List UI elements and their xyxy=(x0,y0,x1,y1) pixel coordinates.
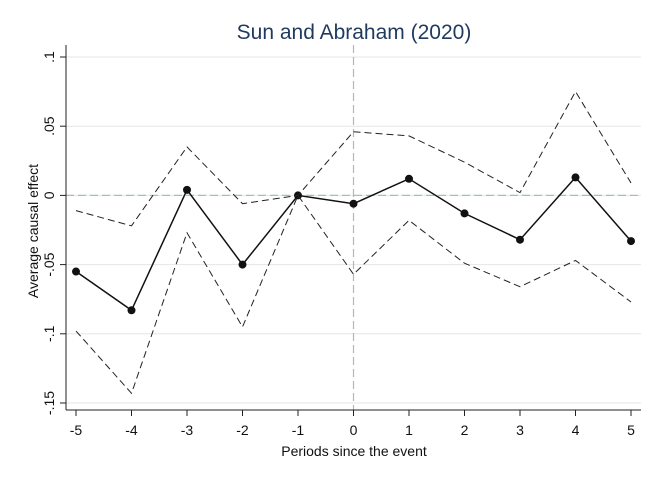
y-tick-label: .05 xyxy=(41,116,57,136)
x-tick-label: 0 xyxy=(350,422,358,438)
y-tick-label: -.1 xyxy=(41,325,57,342)
estimate-point xyxy=(238,260,247,269)
x-tick-label: 4 xyxy=(572,422,580,438)
x-tick-label: 1 xyxy=(405,422,413,438)
y-tick-label: -.05 xyxy=(41,252,57,276)
estimate-point xyxy=(571,173,580,182)
x-tick-label: -1 xyxy=(292,422,305,438)
x-tick-label: -4 xyxy=(125,422,138,438)
estimate-point xyxy=(627,237,635,246)
y-tick-label: 0 xyxy=(41,191,57,199)
estimate-point xyxy=(183,185,191,194)
estimate-point xyxy=(460,209,469,218)
lower-ci-line xyxy=(75,194,632,395)
x-tick-label: 5 xyxy=(627,422,635,438)
axes: .1 .05 0 -.05 -.1 -.15 -5 -4 -3 -2 -1 0 1 2 3 4 5 xyxy=(41,45,641,438)
x-tick-label: 3 xyxy=(516,422,524,438)
estimate-point xyxy=(127,306,136,315)
x-tick-label: -2 xyxy=(236,422,249,438)
estimate-point xyxy=(405,174,413,183)
upper-ci-line xyxy=(75,90,632,227)
estimate-point xyxy=(516,235,524,244)
reference-lines xyxy=(66,45,641,410)
y-tick-label: .1 xyxy=(41,51,57,63)
estimate-point xyxy=(72,267,80,276)
series-layer xyxy=(72,90,635,395)
x-tick-label: 2 xyxy=(461,422,469,438)
x-tick-label: -5 xyxy=(70,422,83,438)
y-axis-label: Average causal effect xyxy=(25,164,41,298)
x-tick-label: -3 xyxy=(181,422,194,438)
y-tick-label: -.15 xyxy=(41,391,57,415)
x-axis-label: Periods since the event xyxy=(281,443,427,459)
chart-title: Sun and Abraham (2020) xyxy=(237,21,472,44)
estimate-point xyxy=(349,199,358,208)
